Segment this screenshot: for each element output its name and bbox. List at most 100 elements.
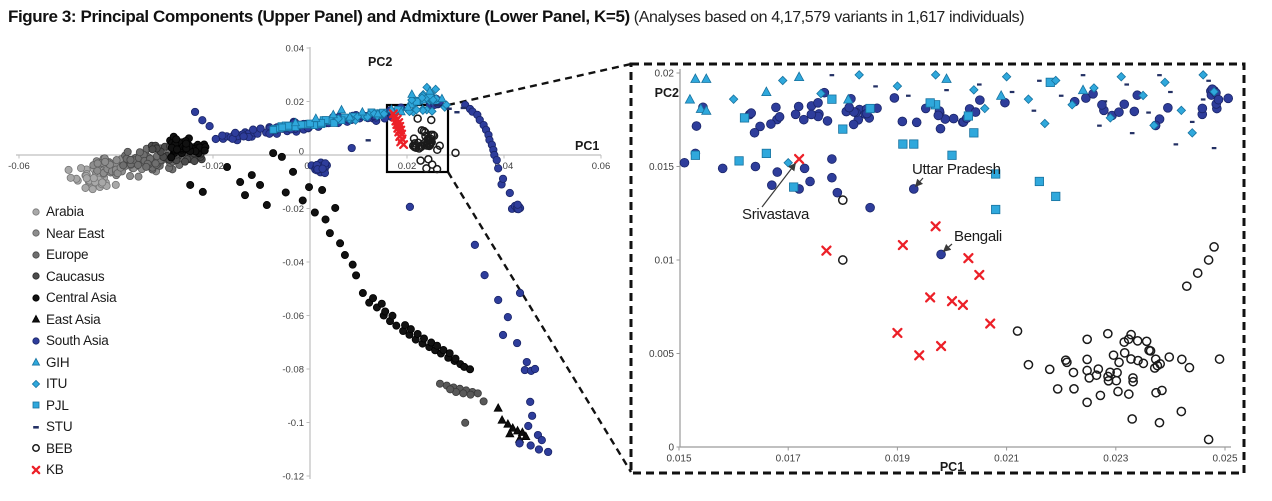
circle-marker [186,180,195,189]
square-icon [28,398,44,412]
main-pc1-axis-title: PC1 [575,139,599,153]
x-marker [793,153,805,165]
series-beb-inset [837,195,1225,445]
diamond-marker [1149,120,1159,131]
dash-legend-marker [33,425,39,429]
diamond-marker [1187,128,1198,138]
square-marker [690,150,700,160]
open-circle-marker [1095,390,1106,401]
annotation-arrow-uttar-pradesh [914,177,924,188]
main-y-tick-label: 0.02 [286,97,305,108]
circle-marker [790,109,801,120]
open-circle-marker [1082,397,1092,408]
open-circle-marker [416,142,426,152]
square-marker [947,150,957,160]
circle-marker [239,132,248,141]
circle-marker [205,122,214,131]
open-circle-marker [837,255,848,265]
diamond-marker [816,88,826,99]
open-circle-marker [1128,373,1138,383]
triangle-glyph [31,314,41,323]
x-marker [821,245,832,256]
circle-marker [151,159,160,168]
open-circle-marker [1138,358,1149,369]
circle-marker [133,160,142,169]
circle-marker [331,203,340,212]
circle-marker [112,156,121,165]
triangle-marker [842,93,854,104]
open-circle-marker [1123,389,1134,399]
x-marker [892,327,903,339]
open-circle-marker [427,115,436,125]
circle-marker [236,178,245,187]
x-marker [946,295,958,307]
circle-marker [182,139,191,148]
dash-marker [1200,98,1206,101]
circle-marker [256,180,265,189]
dash-marker [460,106,466,110]
main-y-tick-label: -0.02 [282,204,304,215]
square-marker [909,139,919,149]
open-circle-glyph [32,444,40,453]
legend-label: Arabia [46,204,84,220]
dash-marker [1080,74,1086,77]
circle-marker [512,338,522,348]
triangle-marker [695,103,707,113]
open-circle-marker [413,114,422,123]
dash-marker [1173,143,1179,146]
diamond-marker [854,70,864,80]
open-circle-marker [1157,385,1167,396]
circle-marker [247,171,256,180]
triangle-marker [690,73,701,83]
circle-marker [526,441,535,450]
square-marker [789,182,799,192]
open-circle-marker [1111,375,1122,386]
dash-marker [365,139,371,142]
open-circle-marker [1060,355,1071,366]
circle-marker [348,260,357,269]
circle-marker [524,421,533,431]
legend-item-south-asia: South Asia [28,330,116,352]
legend-label: STU [46,419,73,435]
series-europe-trail-cluster--main [435,379,488,427]
circle-marker [135,148,144,157]
x-marker [399,140,409,150]
triangle-marker [357,106,368,116]
main-panel: -0.06 -0.04 -0.02 0 0.02 0.04 0.06 0.04 0.02 0 -0.… [8,44,633,483]
circle-marker [1213,94,1224,105]
inset-x-tick-label: 0.017 [776,454,801,465]
circle-marker [522,357,531,367]
diamond-marker [407,95,417,105]
main-y-tick-label: 0.04 [286,44,305,55]
circle-marker [451,354,460,363]
inset-y-tick-label: 0.005 [649,349,674,360]
legend: Arabia Near East Europe Caucasus Central Asi… [28,201,117,481]
circle-marker [749,127,760,138]
legend-item-arabia: Arabia [28,201,116,223]
diamond-icon [28,377,44,391]
circle-marker [200,146,209,155]
diamond-marker [379,109,389,119]
circle-icon [28,291,44,305]
circle-marker [503,313,512,322]
inset-y-tick-label: 0 [668,443,674,454]
circle-marker [439,346,448,355]
open-circle-marker [1214,354,1225,364]
legend-item-near-east: Near East [28,223,116,245]
triangle-marker [508,423,518,432]
open-circle-marker [1102,328,1113,339]
open-circle-marker [1103,371,1113,382]
circle-marker [827,172,837,183]
open-circle-marker [410,139,420,148]
square-marker [865,103,875,114]
circle-marker [537,436,546,445]
open-circle-marker [1108,350,1119,361]
diamond-marker [930,70,941,80]
square-marker [330,119,338,127]
circle-marker [352,271,361,280]
dash-marker [434,103,440,107]
square-marker [739,113,750,123]
circle-marker [889,93,900,103]
circle-marker [111,180,120,189]
open-circle-marker [1012,326,1023,336]
